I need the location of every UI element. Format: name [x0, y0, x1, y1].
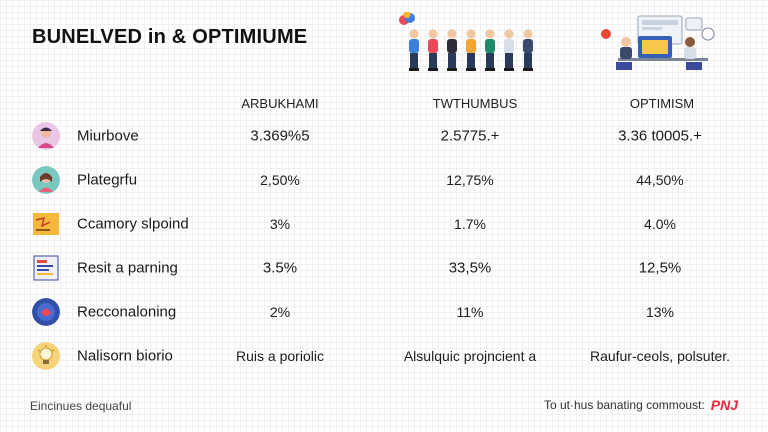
person-figure — [485, 29, 495, 71]
table-row: Resit a parning 3.5% 33,5% 12,5% — [0, 248, 768, 288]
sticky-note-icon — [33, 213, 59, 235]
table-cell: 3.5% — [262, 259, 298, 277]
group-of-people-illustration — [399, 12, 533, 71]
footer-credit-text: To ut·hus banating commoust: — [544, 398, 705, 412]
table-cell: 2.5775.+ — [440, 127, 500, 145]
table-cell: Raufur-ceols, polsuter. — [589, 348, 731, 364]
column-header: TWTHUMBUS — [432, 96, 518, 111]
table-row: Nalisorn biorio Ruis a poriolic Alsulqui… — [0, 336, 768, 376]
person-avatar-icon — [32, 122, 60, 150]
table-cell: 12,5% — [638, 259, 682, 277]
row-label: Miurbove — [77, 127, 139, 145]
table-cell: 2,50% — [260, 172, 300, 188]
table-cell: 1.7% — [454, 216, 486, 232]
table-cell: 2% — [269, 304, 291, 320]
row-label: Recconaloning — [77, 303, 177, 321]
table-cell: 13% — [645, 304, 675, 320]
chart-card-icon — [33, 255, 59, 281]
office-workers-illustration — [601, 15, 715, 70]
row-label: Resit a parning — [77, 259, 178, 277]
row-label: Plategrfu — [77, 171, 138, 189]
table-cell: 4.0% — [644, 216, 676, 232]
balloons-icon — [399, 12, 415, 25]
table-cell: 3% — [269, 216, 291, 232]
table-cell: 33,5% — [448, 259, 492, 277]
table-row: Miurbove 3.369%5 2.5775.+ 3.36 t0005.+ — [0, 116, 768, 156]
footer-note: Eincinues dequaful — [30, 399, 132, 413]
row-label: Nalisorn biorio — [77, 347, 173, 365]
page-title: BUNELVED in & OPTIMIUME — [32, 26, 308, 48]
table-cell: Alsulquic projncient a — [403, 348, 537, 364]
table-cell: 3.369%5 — [250, 127, 310, 145]
table-cell: 12,75% — [446, 172, 494, 188]
column-header: ARBUKHAMI — [241, 96, 319, 111]
table-row: Ccamory slpoind 3% 1.7% 4.0% — [0, 204, 768, 244]
table-cell: 11% — [456, 304, 484, 320]
person-figure — [523, 29, 533, 71]
person-figure — [504, 29, 514, 71]
footer-credit: To ut·hus banating commoust: PNJ — [544, 397, 738, 413]
table-cell: 3.36 t0005.+ — [618, 127, 702, 145]
row-label: Ccamory slpoind — [77, 215, 189, 233]
table-row: Recconaloning 2% 11% 13% — [0, 292, 768, 332]
table-cell: Ruis a poriolic — [236, 348, 324, 364]
table-row: Plategrfu 2,50% 12,75% 44,50% — [0, 160, 768, 200]
person-figure — [428, 29, 438, 71]
badge-icon — [32, 298, 60, 326]
person-figure — [409, 29, 419, 71]
person-figure — [466, 29, 476, 71]
table-cell: 44,50% — [636, 172, 684, 188]
bulb-icon — [32, 342, 60, 370]
person-figure — [447, 29, 457, 71]
brand-logo: PNJ — [710, 397, 738, 413]
column-header: OPTIMISM — [629, 96, 695, 111]
woman-avatar-icon — [32, 166, 60, 194]
